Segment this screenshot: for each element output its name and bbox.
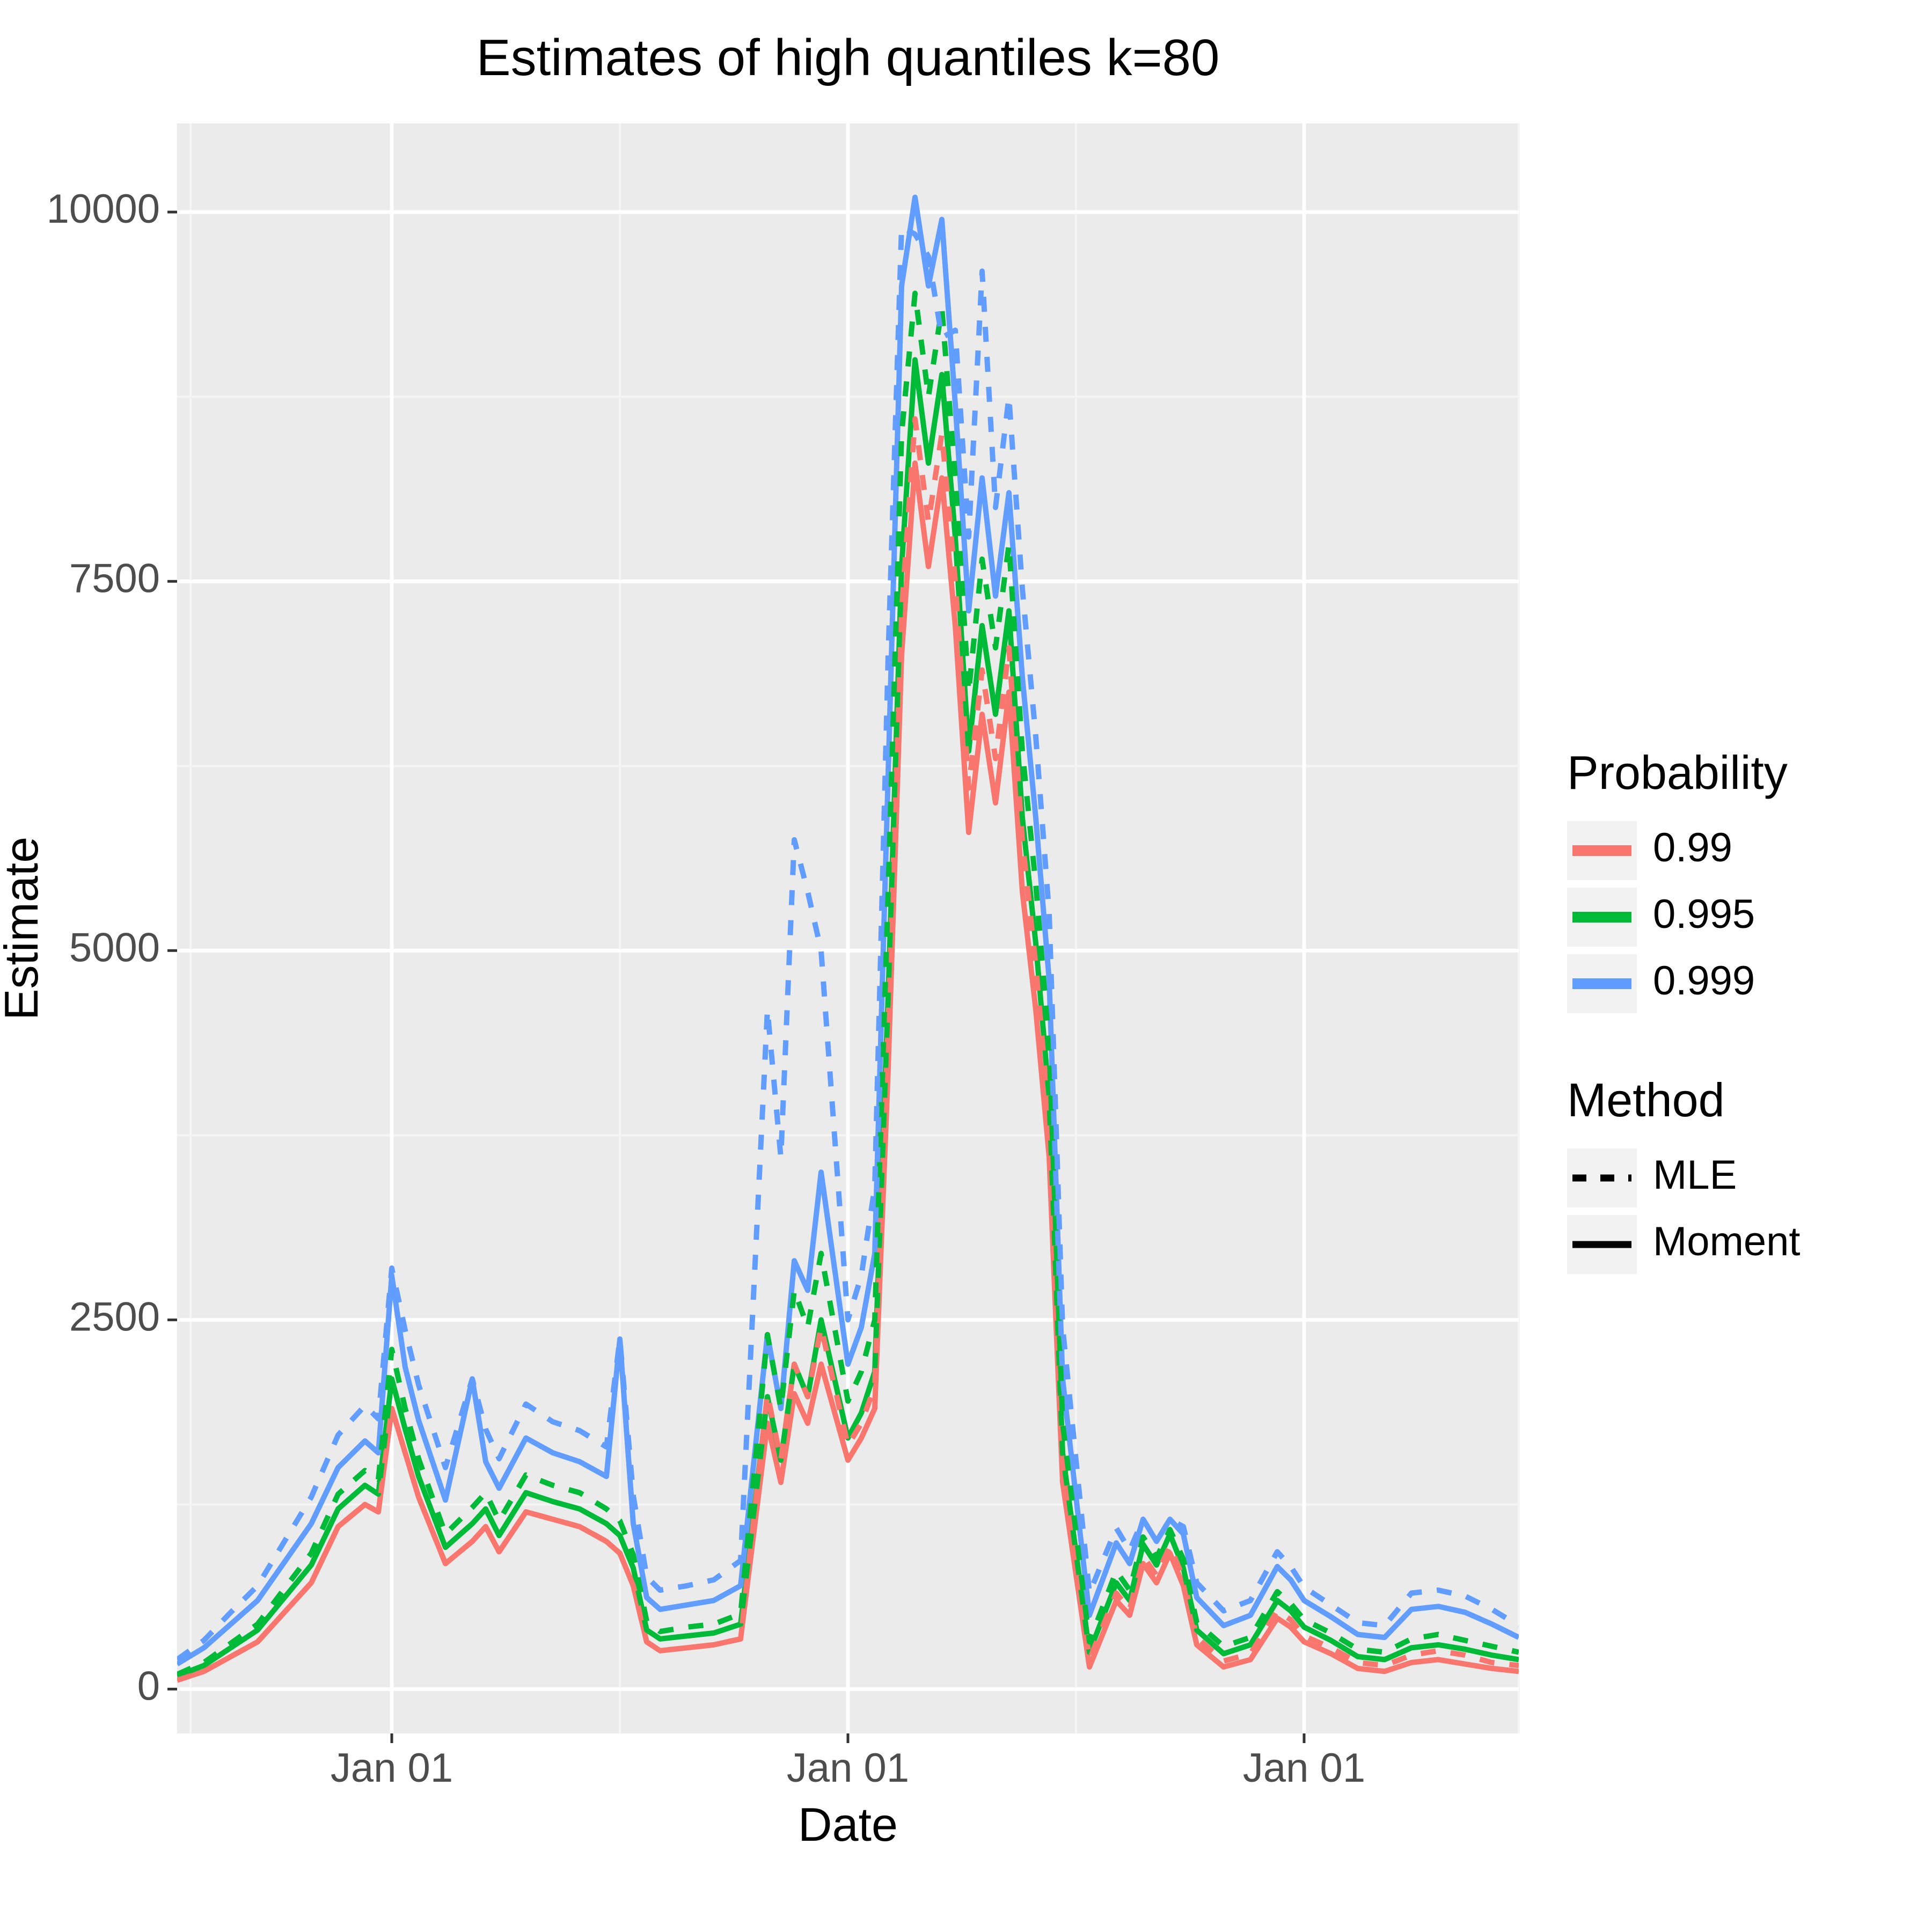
y-tick-label: 5000 [69,925,160,970]
legend-probability-label: 0.99 [1653,825,1732,870]
y-tick-label: 10000 [47,186,160,232]
chart-container: 0 2500 5000 7500 10000 Jan 01 Jan 01 Jan 01 Esti… [0,0,1932,1932]
y-tick-label: 0 [137,1664,160,1709]
legend-method-label: Moment [1653,1219,1801,1264]
y-tick-label: 2500 [69,1294,160,1340]
x-axis-title: Date [798,1798,898,1851]
y-axis-title: Estimate [0,837,48,1020]
chart-title: Estimates of high quantiles k=80 [477,29,1220,86]
legend-method-title: Method [1567,1073,1725,1126]
x-tick-label: Jan 01 [331,1745,453,1791]
x-tick-label: Jan 01 [1243,1745,1365,1791]
legend-probability-title: Probability [1567,746,1788,799]
y-tick-label: 7500 [69,555,160,601]
chart-svg: 0 2500 5000 7500 10000 Jan 01 Jan 01 Jan 01 Esti… [0,0,1932,1932]
legend-probability-label: 0.999 [1653,958,1755,1004]
x-tick-label: Jan 01 [787,1745,909,1791]
legend-method-label: MLE [1653,1152,1737,1198]
legend-probability-label: 0.995 [1653,891,1755,937]
